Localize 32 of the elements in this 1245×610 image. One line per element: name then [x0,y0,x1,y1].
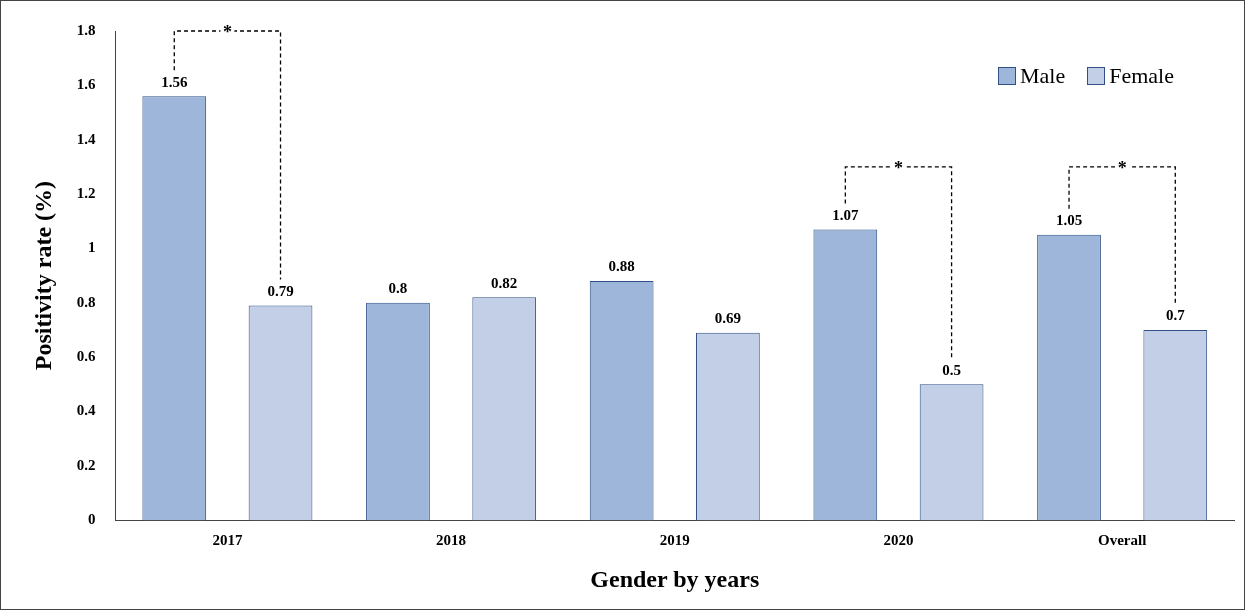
x-tick-label: 2019 [659,532,690,549]
x-tick-label: 2017 [212,532,243,549]
data-label: 1.07 [832,206,859,223]
x-tick-label: 2020 [883,532,914,549]
data-label: 1.05 [1055,212,1083,229]
y-axis-title: Positivity rate (%) [29,180,56,371]
data-label: 0.82 [491,274,518,291]
annotation: * [222,21,232,42]
y-tick-label: 1.2 [76,184,96,201]
x-tick-label: Overall [1097,532,1147,549]
annotation: * [893,157,903,178]
data-label: 0.7 [1165,307,1186,324]
y-tick-label: 1.4 [76,130,97,147]
data-label: 1.56 [161,73,188,90]
data-label: 0.5 [942,361,961,378]
y-tick-label: 0.8 [76,293,96,310]
legend-label: Female [1109,63,1174,89]
y-tick-label: 1 [88,239,96,256]
y-tick-label: 0.4 [76,402,97,419]
y-tick-label: 1.6 [76,76,97,93]
x-tick-label: 2018 [436,532,467,549]
data-label: 0.79 [267,282,294,299]
x-axis-title: Gender by years [590,565,760,592]
data-label: 0.8 [388,280,408,297]
y-tick-label: 0.2 [76,456,96,473]
y-tick-label: 0 [88,511,96,528]
annotation: * [1117,157,1127,178]
legend-label: Male [1020,63,1066,89]
y-tick-label: 1.8 [76,21,96,38]
data-label: 0.88 [608,258,635,275]
y-tick-label: 0.6 [76,348,97,365]
data-label: 0.69 [714,310,742,327]
